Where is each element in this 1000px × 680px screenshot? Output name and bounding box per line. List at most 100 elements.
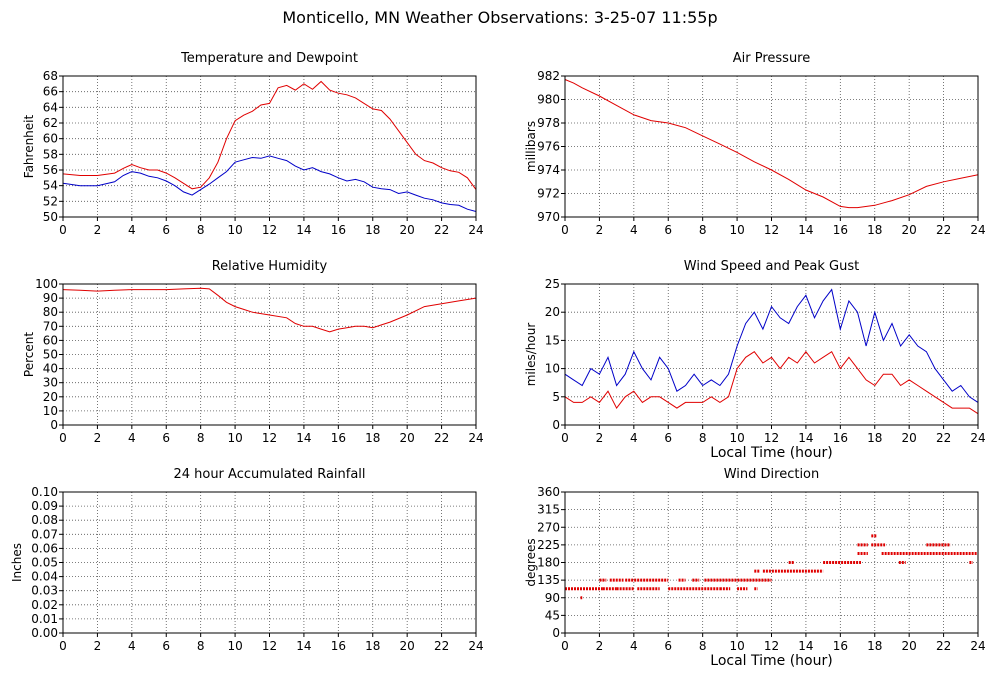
y-tick-label: 58: [43, 147, 58, 161]
y-tick-label: 0.01: [31, 612, 58, 626]
x-tick-label: 12: [764, 639, 779, 653]
x-tick-label: 0: [59, 639, 67, 653]
wind-speed-x-axis-label: Local Time (hour): [710, 445, 832, 461]
x-tick-label: 24: [970, 223, 985, 237]
y-tick-label: 60: [43, 333, 58, 347]
x-tick-label: 14: [798, 431, 813, 445]
x-tick-label: 10: [227, 639, 242, 653]
y-tick-label: 0.03: [31, 584, 58, 598]
page-title: Monticello, MN Weather Observations: 3-2…: [282, 8, 718, 27]
y-tick-label: 970: [537, 210, 560, 224]
y-tick-label: 56: [43, 163, 58, 177]
x-tick-label: 6: [664, 431, 672, 445]
x-tick-label: 12: [262, 639, 277, 653]
x-tick-label: 16: [331, 223, 346, 237]
y-tick-label: 0.02: [31, 598, 58, 612]
y-tick-label: 52: [43, 194, 58, 208]
x-tick-label: 22: [936, 223, 951, 237]
x-tick-label: 18: [867, 639, 882, 653]
x-tick-label: 2: [596, 431, 604, 445]
x-tick-label: 4: [128, 431, 136, 445]
y-tick-label: 90: [545, 591, 560, 605]
humidity-series-line-0: [62, 287, 477, 333]
x-tick-label: 12: [262, 223, 277, 237]
y-tick-label: 50: [43, 348, 58, 362]
x-tick-label: 22: [936, 639, 951, 653]
wind-direction-title: Wind Direction: [724, 467, 820, 482]
y-tick-label: 180: [537, 556, 560, 570]
x-tick-label: 14: [798, 223, 813, 237]
y-tick-label: 62: [43, 116, 58, 130]
x-tick-label: 24: [468, 223, 483, 237]
x-tick-label: 0: [561, 223, 569, 237]
x-tick-label: 16: [833, 223, 848, 237]
y-tick-label: 70: [43, 319, 58, 333]
x-tick-label: 18: [867, 223, 882, 237]
x-tick-label: 14: [296, 431, 311, 445]
y-tick-label: 976: [537, 140, 560, 154]
x-tick-label: 10: [729, 223, 744, 237]
x-tick-label: 8: [197, 431, 205, 445]
x-tick-label: 22: [434, 431, 449, 445]
y-tick-label: 135: [537, 573, 560, 587]
x-tick-label: 0: [561, 431, 569, 445]
x-tick-label: 10: [227, 431, 242, 445]
x-tick-label: 20: [400, 223, 415, 237]
x-tick-label: 6: [162, 639, 170, 653]
temperature-series-line-1: [62, 155, 477, 212]
x-tick-label: 10: [729, 639, 744, 653]
pressure-series-line-0: [564, 79, 979, 209]
x-tick-label: 22: [434, 639, 449, 653]
y-tick-label: 100: [35, 277, 58, 291]
y-tick-label: 90: [43, 291, 58, 305]
x-tick-label: 14: [798, 639, 813, 653]
y-tick-label: 315: [537, 503, 560, 517]
x-tick-label: 4: [630, 639, 638, 653]
x-tick-label: 14: [296, 639, 311, 653]
pressure-title: Air Pressure: [733, 51, 811, 66]
temperature-y-axis-label: Fahrenheit: [22, 114, 36, 178]
x-tick-label: 2: [596, 639, 604, 653]
x-tick-label: 10: [729, 431, 744, 445]
x-tick-label: 20: [400, 431, 415, 445]
y-tick-label: 0: [552, 418, 560, 432]
wind-speed-series-line-0: [564, 288, 979, 403]
y-tick-label: 66: [43, 85, 58, 99]
y-tick-label: 64: [43, 100, 58, 114]
x-tick-label: 18: [365, 431, 380, 445]
temperature-series-line-0: [62, 80, 477, 190]
y-tick-label: 0.00: [31, 626, 58, 640]
x-tick-label: 8: [699, 431, 707, 445]
y-tick-label: 0: [552, 626, 560, 640]
y-tick-label: 0.08: [31, 513, 58, 527]
x-tick-label: 18: [867, 431, 882, 445]
x-tick-label: 24: [970, 431, 985, 445]
y-tick-label: 10: [43, 404, 58, 418]
x-tick-label: 14: [296, 223, 311, 237]
y-tick-label: 25: [545, 277, 560, 291]
x-tick-label: 6: [664, 639, 672, 653]
y-tick-label: 972: [537, 187, 560, 201]
x-tick-label: 8: [699, 223, 707, 237]
x-tick-label: 18: [365, 223, 380, 237]
x-tick-label: 10: [227, 223, 242, 237]
x-tick-label: 2: [596, 223, 604, 237]
x-tick-label: 20: [400, 639, 415, 653]
x-tick-label: 8: [197, 639, 205, 653]
y-tick-label: 15: [545, 333, 560, 347]
y-tick-label: 270: [537, 520, 560, 534]
y-tick-label: 0.05: [31, 556, 58, 570]
y-tick-label: 225: [537, 538, 560, 552]
wind-direction-y-axis-label: degrees: [524, 538, 538, 586]
y-tick-label: 10: [545, 362, 560, 376]
x-tick-label: 18: [365, 639, 380, 653]
x-tick-label: 24: [970, 639, 985, 653]
y-tick-label: 0.10: [31, 485, 58, 499]
humidity-y-axis-label: Percent: [22, 332, 36, 377]
